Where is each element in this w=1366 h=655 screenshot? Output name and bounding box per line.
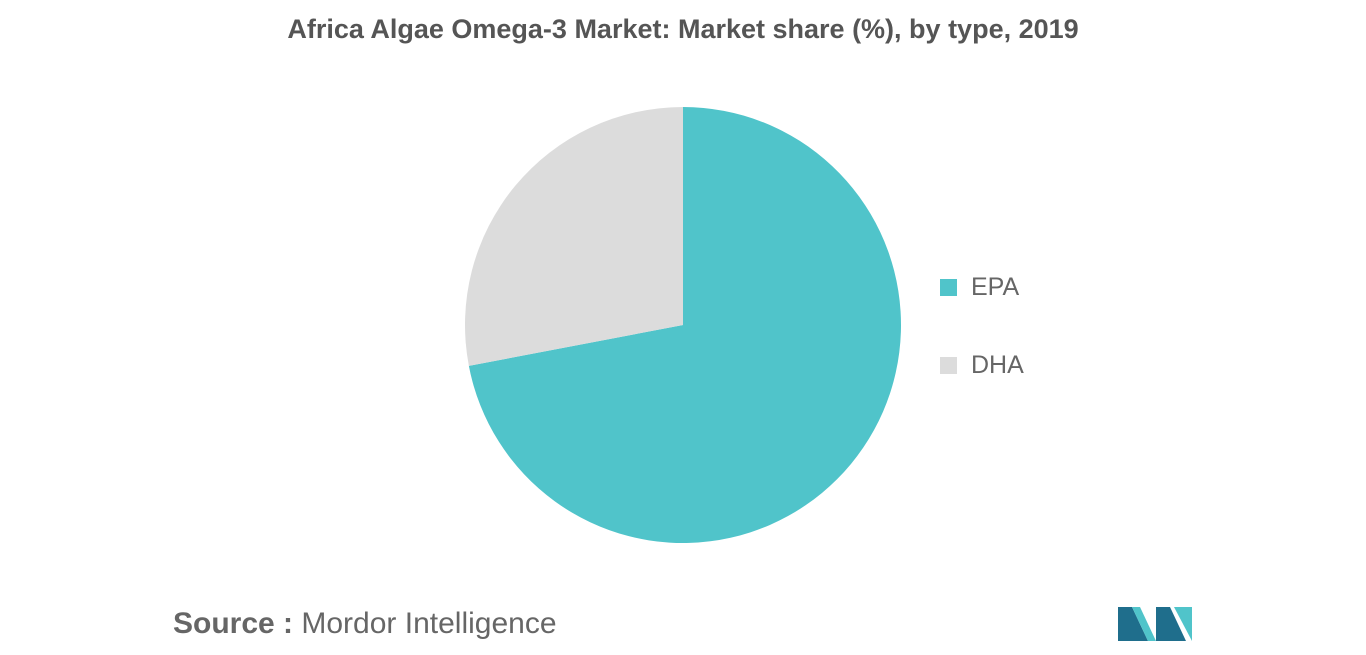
legend-item-epa: EPA	[940, 272, 1024, 302]
pie-slice-dha	[465, 107, 683, 366]
source-label: Source :	[173, 607, 294, 640]
source-line: Source : Mordor Intelligence	[173, 607, 557, 641]
logo-shape-4	[1174, 607, 1192, 641]
logo-shape-3	[1156, 607, 1186, 641]
logo-shape-1	[1118, 607, 1148, 641]
logo-shape-2	[1132, 607, 1156, 641]
legend-swatch-dha	[940, 356, 957, 374]
legend-label-epa: EPA	[971, 272, 1020, 301]
pie-slice-epa	[468, 107, 901, 543]
source-text: Mordor Intelligence	[301, 607, 557, 640]
chart-legend: EPA DHA	[940, 272, 1024, 428]
legend-swatch-epa	[940, 278, 957, 296]
mordor-intelligence-logo-icon	[1118, 607, 1192, 641]
legend-label-dha: DHA	[971, 350, 1024, 379]
legend-item-dha: DHA	[940, 350, 1024, 380]
chart-title: Africa Algae Omega-3 Market: Market shar…	[287, 14, 1079, 44]
